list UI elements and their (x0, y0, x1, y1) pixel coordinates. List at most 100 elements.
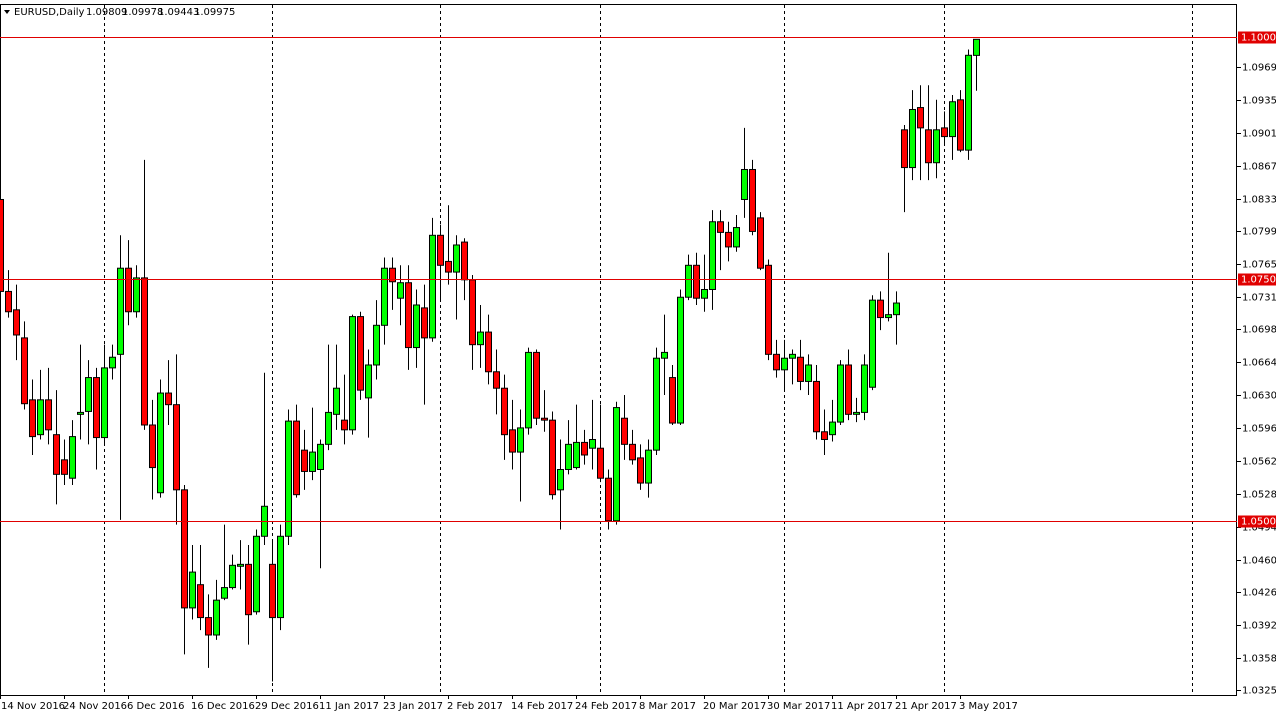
candle-body (757, 217, 764, 269)
candle-body (925, 129, 932, 164)
candle-body (301, 449, 308, 472)
y-tick-label: 1.09350 (1242, 96, 1276, 107)
candle-body (101, 367, 108, 439)
candle-body (773, 353, 780, 371)
candle-body (13, 309, 20, 336)
level-label: 1.05000 (1241, 517, 1276, 528)
x-tick-label: 6 Dec 2016 (127, 701, 185, 712)
candle-body (877, 299, 884, 319)
candle-body (829, 421, 836, 436)
y-tick-label: 1.04600 (1242, 556, 1276, 567)
candle-body (389, 267, 396, 283)
y-tick-label: 1.04940 (1242, 523, 1276, 534)
x-tick-label: 3 May 2017 (959, 701, 1018, 712)
candle-body (293, 420, 300, 496)
candle-body (597, 447, 604, 479)
candle-body (85, 377, 92, 412)
candle-body (661, 351, 668, 359)
candle-body (589, 439, 596, 449)
candle-body (789, 353, 796, 359)
candle-body (693, 264, 700, 299)
plot-frame (0, 4, 1237, 696)
level-tag (1238, 31, 1276, 44)
candle-body (653, 357, 660, 451)
candle-body (725, 231, 732, 248)
symbol-menu-arrow[interactable] (4, 10, 10, 14)
candle-body (973, 38, 980, 56)
y-tick-label: 1.03250 (1242, 686, 1276, 697)
candle-body (701, 288, 708, 299)
candle-body (181, 489, 188, 609)
candle-body (557, 469, 564, 491)
candle-body (733, 227, 740, 248)
candle-body (629, 443, 636, 461)
candle-body (237, 563, 244, 567)
candle-body (317, 443, 324, 471)
candle-body (213, 599, 220, 636)
candle-body (893, 302, 900, 316)
candle-body (581, 441, 588, 456)
candle-body (157, 392, 164, 494)
candle-body (413, 304, 420, 349)
candle-body (917, 107, 924, 129)
x-tick-label: 20 Mar 2017 (703, 701, 766, 712)
candle-body (277, 535, 284, 619)
candle-body (677, 296, 684, 424)
candle-body (197, 584, 204, 619)
symbol: EURUSD,Daily (14, 7, 85, 18)
candle-body (797, 356, 804, 382)
x-tick-label: 29 Dec 2016 (255, 701, 319, 712)
candle-body (901, 129, 908, 169)
candle-body (165, 392, 172, 406)
y-tick-label: 1.07990 (1242, 227, 1276, 238)
candle-body (605, 477, 612, 522)
candle-body (525, 351, 532, 429)
y-tick-label: 1.06980 (1242, 325, 1276, 336)
x-tick-label: 16 Dec 2016 (191, 701, 255, 712)
y-tick-label: 1.09690 (1242, 63, 1276, 74)
candle-body (45, 399, 52, 431)
candle-body (0, 198, 4, 292)
y-tick-label: 1.07650 (1242, 260, 1276, 271)
candle-body (309, 451, 316, 472)
y-tick-label: 1.03920 (1242, 621, 1276, 632)
candle-body (349, 316, 356, 431)
candle-body (621, 417, 628, 445)
candle-body (813, 380, 820, 433)
y-tick-label: 1.08670 (1242, 162, 1276, 173)
candle-body (77, 411, 84, 415)
candle-body (453, 244, 460, 273)
candle-body (461, 241, 468, 281)
candle-body (405, 282, 412, 349)
level-label: 1.10000 (1241, 33, 1276, 44)
candle-body (29, 399, 36, 438)
candle-body (365, 364, 372, 399)
candle-body (853, 411, 860, 415)
candle-body (373, 324, 380, 366)
y-tick-label: 1.03580 (1242, 654, 1276, 665)
candle-body (565, 443, 572, 471)
header-low: 1.09443 (158, 7, 199, 18)
candle-body (509, 429, 516, 453)
candle-body (445, 260, 452, 273)
y-tick-label: 1.05280 (1242, 490, 1276, 501)
candle-body (141, 277, 148, 426)
candle-body (805, 364, 812, 382)
candle-body (765, 264, 772, 355)
candle-body (781, 357, 788, 371)
candle-body (333, 387, 340, 415)
candle-body (429, 234, 436, 339)
candle-body (69, 436, 76, 479)
candle-body (549, 419, 556, 496)
candle-body (885, 314, 892, 319)
candle-body (205, 617, 212, 636)
candle-body (669, 377, 676, 424)
candle-body (533, 351, 540, 419)
y-tick-label: 1.08330 (1242, 195, 1276, 206)
candle-body (613, 407, 620, 522)
candle-body (749, 168, 756, 232)
y-tick-label: 1.09010 (1242, 129, 1276, 140)
candle-body (933, 129, 940, 164)
